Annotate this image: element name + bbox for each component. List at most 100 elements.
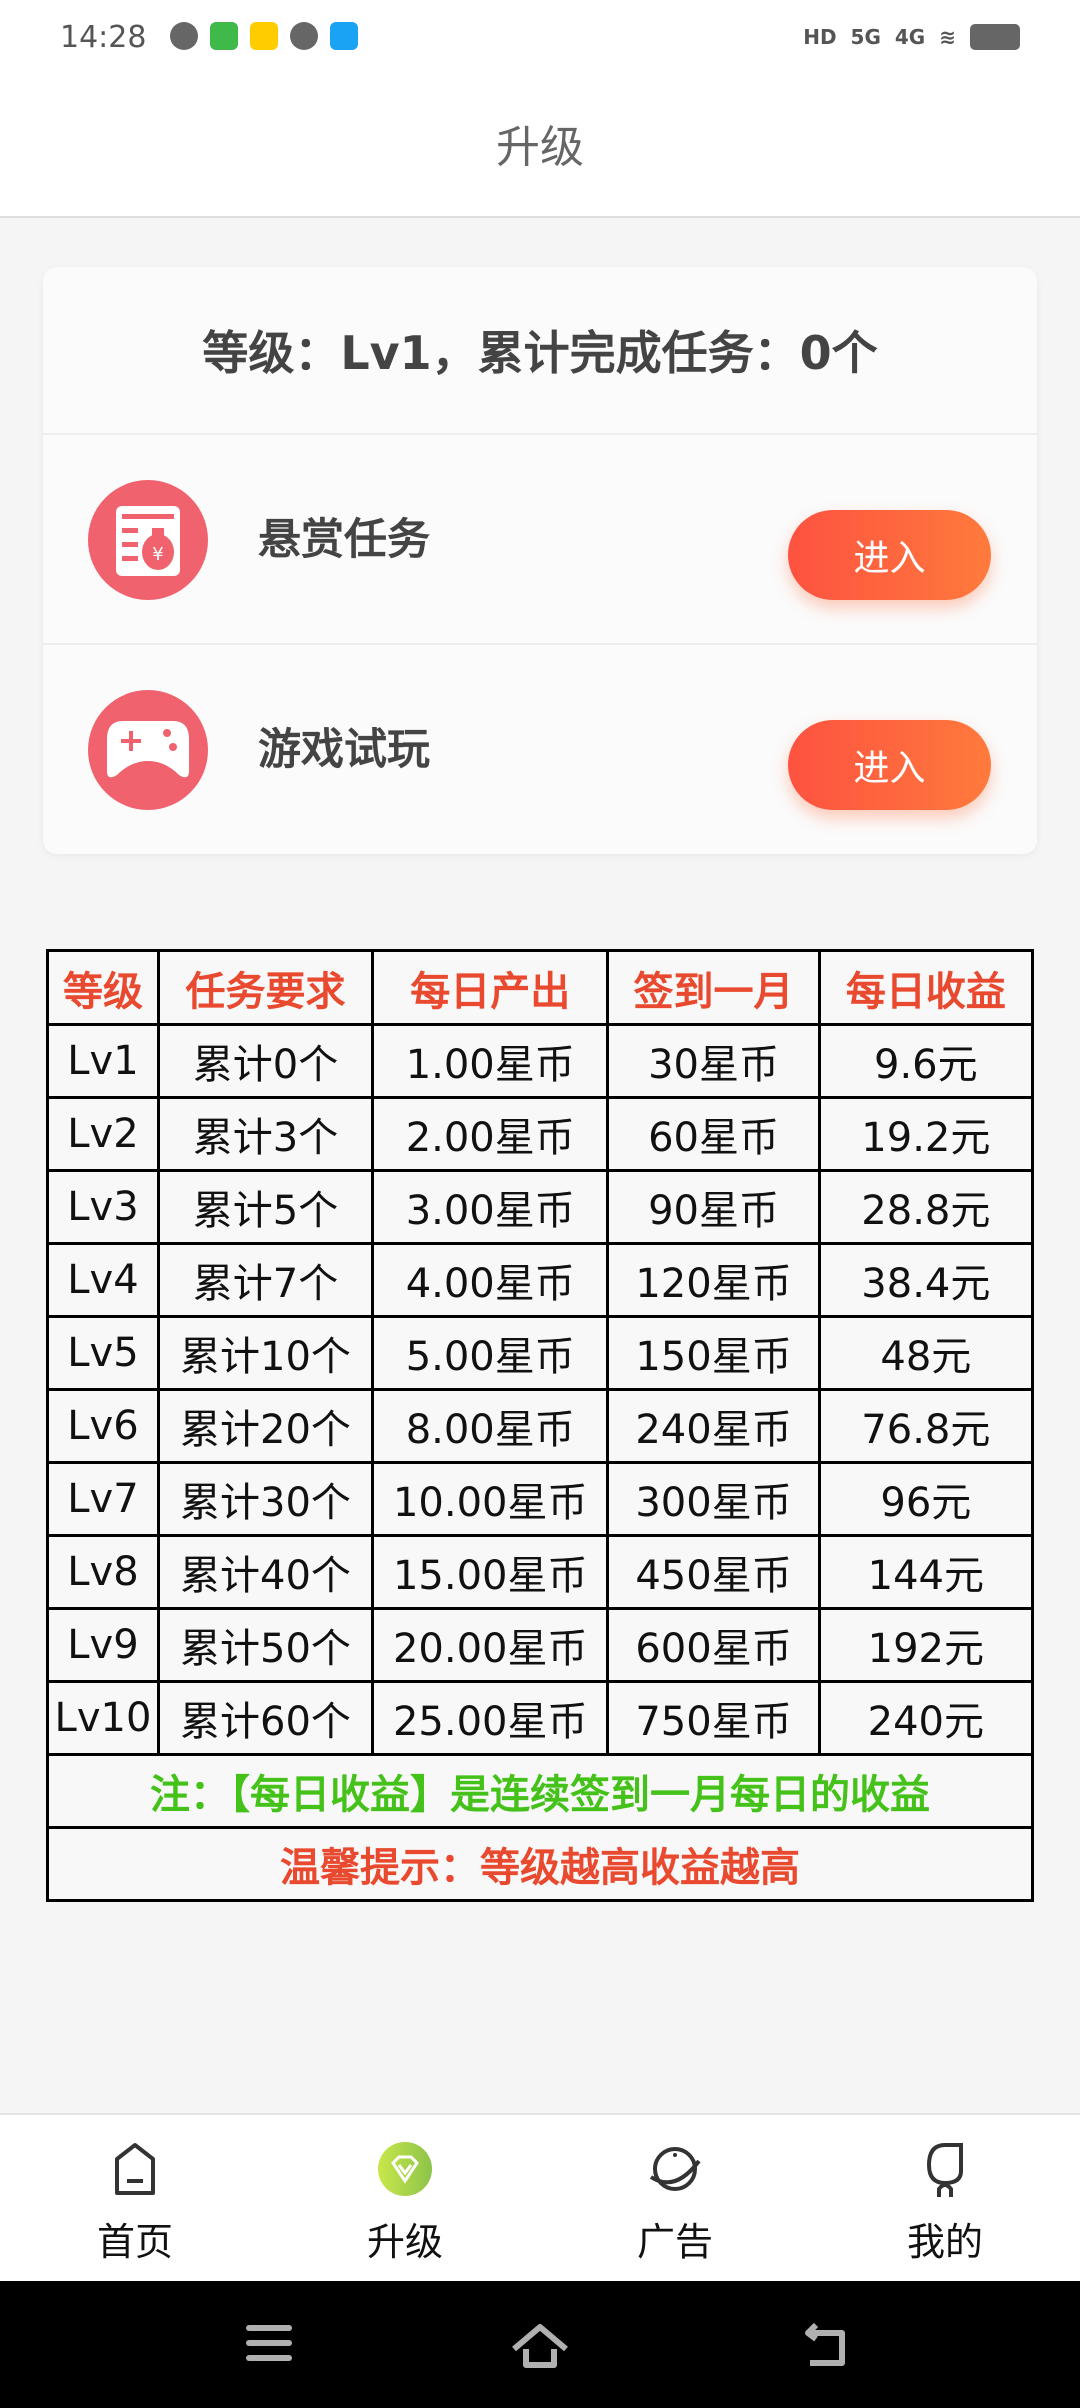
task-row-reward: ¥ 悬赏任务 进入 [43,435,1037,645]
tab-label: 广告 [636,2220,713,2264]
table-cell: 192元 [817,1607,1035,1683]
table-row: Lv6 累计20个 8.00星币 240星币 76.8元 [46,1388,1035,1464]
menu-icon[interactable] [246,2323,292,2363]
table-cell: 累计0个 [156,1023,375,1099]
table-cell: 累计7个 [156,1242,375,1318]
table-cell: 60星币 [606,1096,821,1172]
table-cell: 5.00星币 [371,1315,610,1391]
signal-4g-icon: 4G [894,25,926,49]
table-row: Lv1 累计0个 1.00星币 30星币 9.6元 [46,1023,1035,1099]
table-cell: 144元 [817,1534,1035,1610]
status-bar: 14:28 HD 5G 4G ≋ [0,0,1080,70]
tab-label: 我的 [906,2220,983,2264]
page-title: 升级 [496,122,584,173]
table-cell: 30星币 [606,1023,821,1099]
table-cell: Lv4 [46,1242,160,1318]
battery-icon [970,24,1020,50]
table-cell: Lv9 [46,1607,160,1683]
column-header: 每日产出 [371,949,610,1026]
table-row: Lv2 累计3个 2.00星币 60星币 19.2元 [46,1096,1035,1172]
task-row-game: 游戏试玩 进入 [43,645,1037,855]
table-note: 注：【每日收益】是连续签到一月每日的收益 [46,1753,1034,1829]
system-navigation-bar [0,2281,1080,2408]
table-cell: 96元 [817,1461,1035,1537]
table-cell: 240元 [817,1680,1035,1756]
status-time: 14:28 [60,20,147,55]
column-header: 签到一月 [606,949,821,1026]
table-row: Lv5 累计10个 5.00星币 150星币 48元 [46,1315,1035,1391]
table-row: Lv7 累计30个 10.00星币 300星币 96元 [46,1461,1035,1537]
table-row: Lv4 累计7个 4.00星币 120星币 38.4元 [46,1242,1035,1318]
table-cell: 4.00星币 [371,1242,610,1318]
table-cell: 20.00星币 [371,1607,610,1683]
enter-reward-task-button[interactable]: 进入 [788,510,991,600]
task-label: 悬赏任务 [258,515,430,565]
profile-icon [926,2143,963,2197]
column-header: 每日收益 [817,949,1035,1026]
bottom-tab-bar: 首页 升级 广告 我的 [0,2113,1080,2281]
notification-icons [170,22,358,50]
table-cell: 累计10个 [156,1315,375,1391]
table-row: Lv3 累计5个 3.00星币 90星币 28.8元 [46,1169,1035,1245]
table-row: Lv8 累计40个 15.00星币 450星币 144元 [46,1534,1035,1610]
table-cell: 600星币 [606,1607,821,1683]
table-row: Lv9 累计50个 20.00星币 600星币 192元 [46,1607,1035,1683]
table-cell: 38.4元 [817,1242,1035,1318]
eleme-notification-icon [330,22,358,50]
table-cell: 累计40个 [156,1534,375,1610]
table-cell: Lv1 [46,1023,160,1099]
table-tip-row: 温馨提示：等级越高收益越高 [46,1826,1034,1902]
tab-upgrade[interactable]: 升级 [270,2115,540,2281]
svg-text:¥: ¥ [152,544,163,565]
table-cell: Lv5 [46,1315,160,1391]
table-cell: 120星币 [606,1242,821,1318]
hd-icon: HD [803,25,837,49]
table-cell: 3.00星币 [371,1169,610,1245]
table-cell: 750星币 [606,1680,821,1756]
enter-game-trial-button[interactable]: 进入 [788,720,991,810]
table-cell: Lv8 [46,1534,160,1610]
back-icon[interactable] [800,2323,850,2369]
table-cell: 240星币 [606,1388,821,1464]
column-header: 等级 [46,949,160,1026]
table-cell: 累计50个 [156,1607,375,1683]
table-cell: 累计30个 [156,1461,375,1537]
table-cell: 累计20个 [156,1388,375,1464]
table-cell: Lv10 [46,1680,160,1756]
page-header: 升级 [0,70,1080,218]
reward-task-icon: ¥ [88,480,208,600]
home-nav-icon[interactable] [510,2323,570,2369]
table-cell: Lv6 [46,1388,160,1464]
table-cell: 76.8元 [817,1388,1035,1464]
table-cell: 450星币 [606,1534,821,1610]
table-cell: 累计5个 [156,1169,375,1245]
video-app-notification-icon [210,22,238,50]
table-cell: 1.00星币 [371,1023,610,1099]
table-tip: 温馨提示：等级越高收益越高 [46,1826,1034,1902]
table-cell: 25.00星币 [371,1680,610,1756]
home-icon [115,2143,155,2195]
column-header: 任务要求 [156,949,375,1026]
table-cell: 累计60个 [156,1680,375,1756]
table-cell: 48元 [817,1315,1035,1391]
table-cell: Lv3 [46,1169,160,1245]
table-row: Lv10 累计60个 25.00星币 750星币 240元 [46,1680,1035,1756]
table-cell: 300星币 [606,1461,821,1537]
table-cell: 8.00星币 [371,1388,610,1464]
tab-label: 升级 [366,2220,443,2264]
app-notification-icon [170,22,198,50]
task-label: 游戏试玩 [258,725,430,775]
table-cell: 19.2元 [817,1096,1035,1172]
meituan-notification-icon [250,22,278,50]
message-notification-icon [290,22,318,50]
level-table: 等级 任务要求 每日产出 签到一月 每日收益 Lv1 累计0个 1.00星币 30星币 9.6元… [46,949,1035,1902]
table-header-row: 等级 任务要求 每日产出 签到一月 每日收益 [46,949,1035,1026]
gamepad-icon [88,690,208,810]
table-cell: 2.00星币 [371,1096,610,1172]
diamond-icon [378,2142,432,2196]
tab-ads[interactable]: 广告 [540,2115,810,2281]
tab-label: 首页 [96,2220,173,2264]
table-cell: 9.6元 [817,1023,1035,1099]
tab-mine[interactable]: 我的 [810,2115,1080,2281]
tab-home[interactable]: 首页 [0,2115,270,2281]
